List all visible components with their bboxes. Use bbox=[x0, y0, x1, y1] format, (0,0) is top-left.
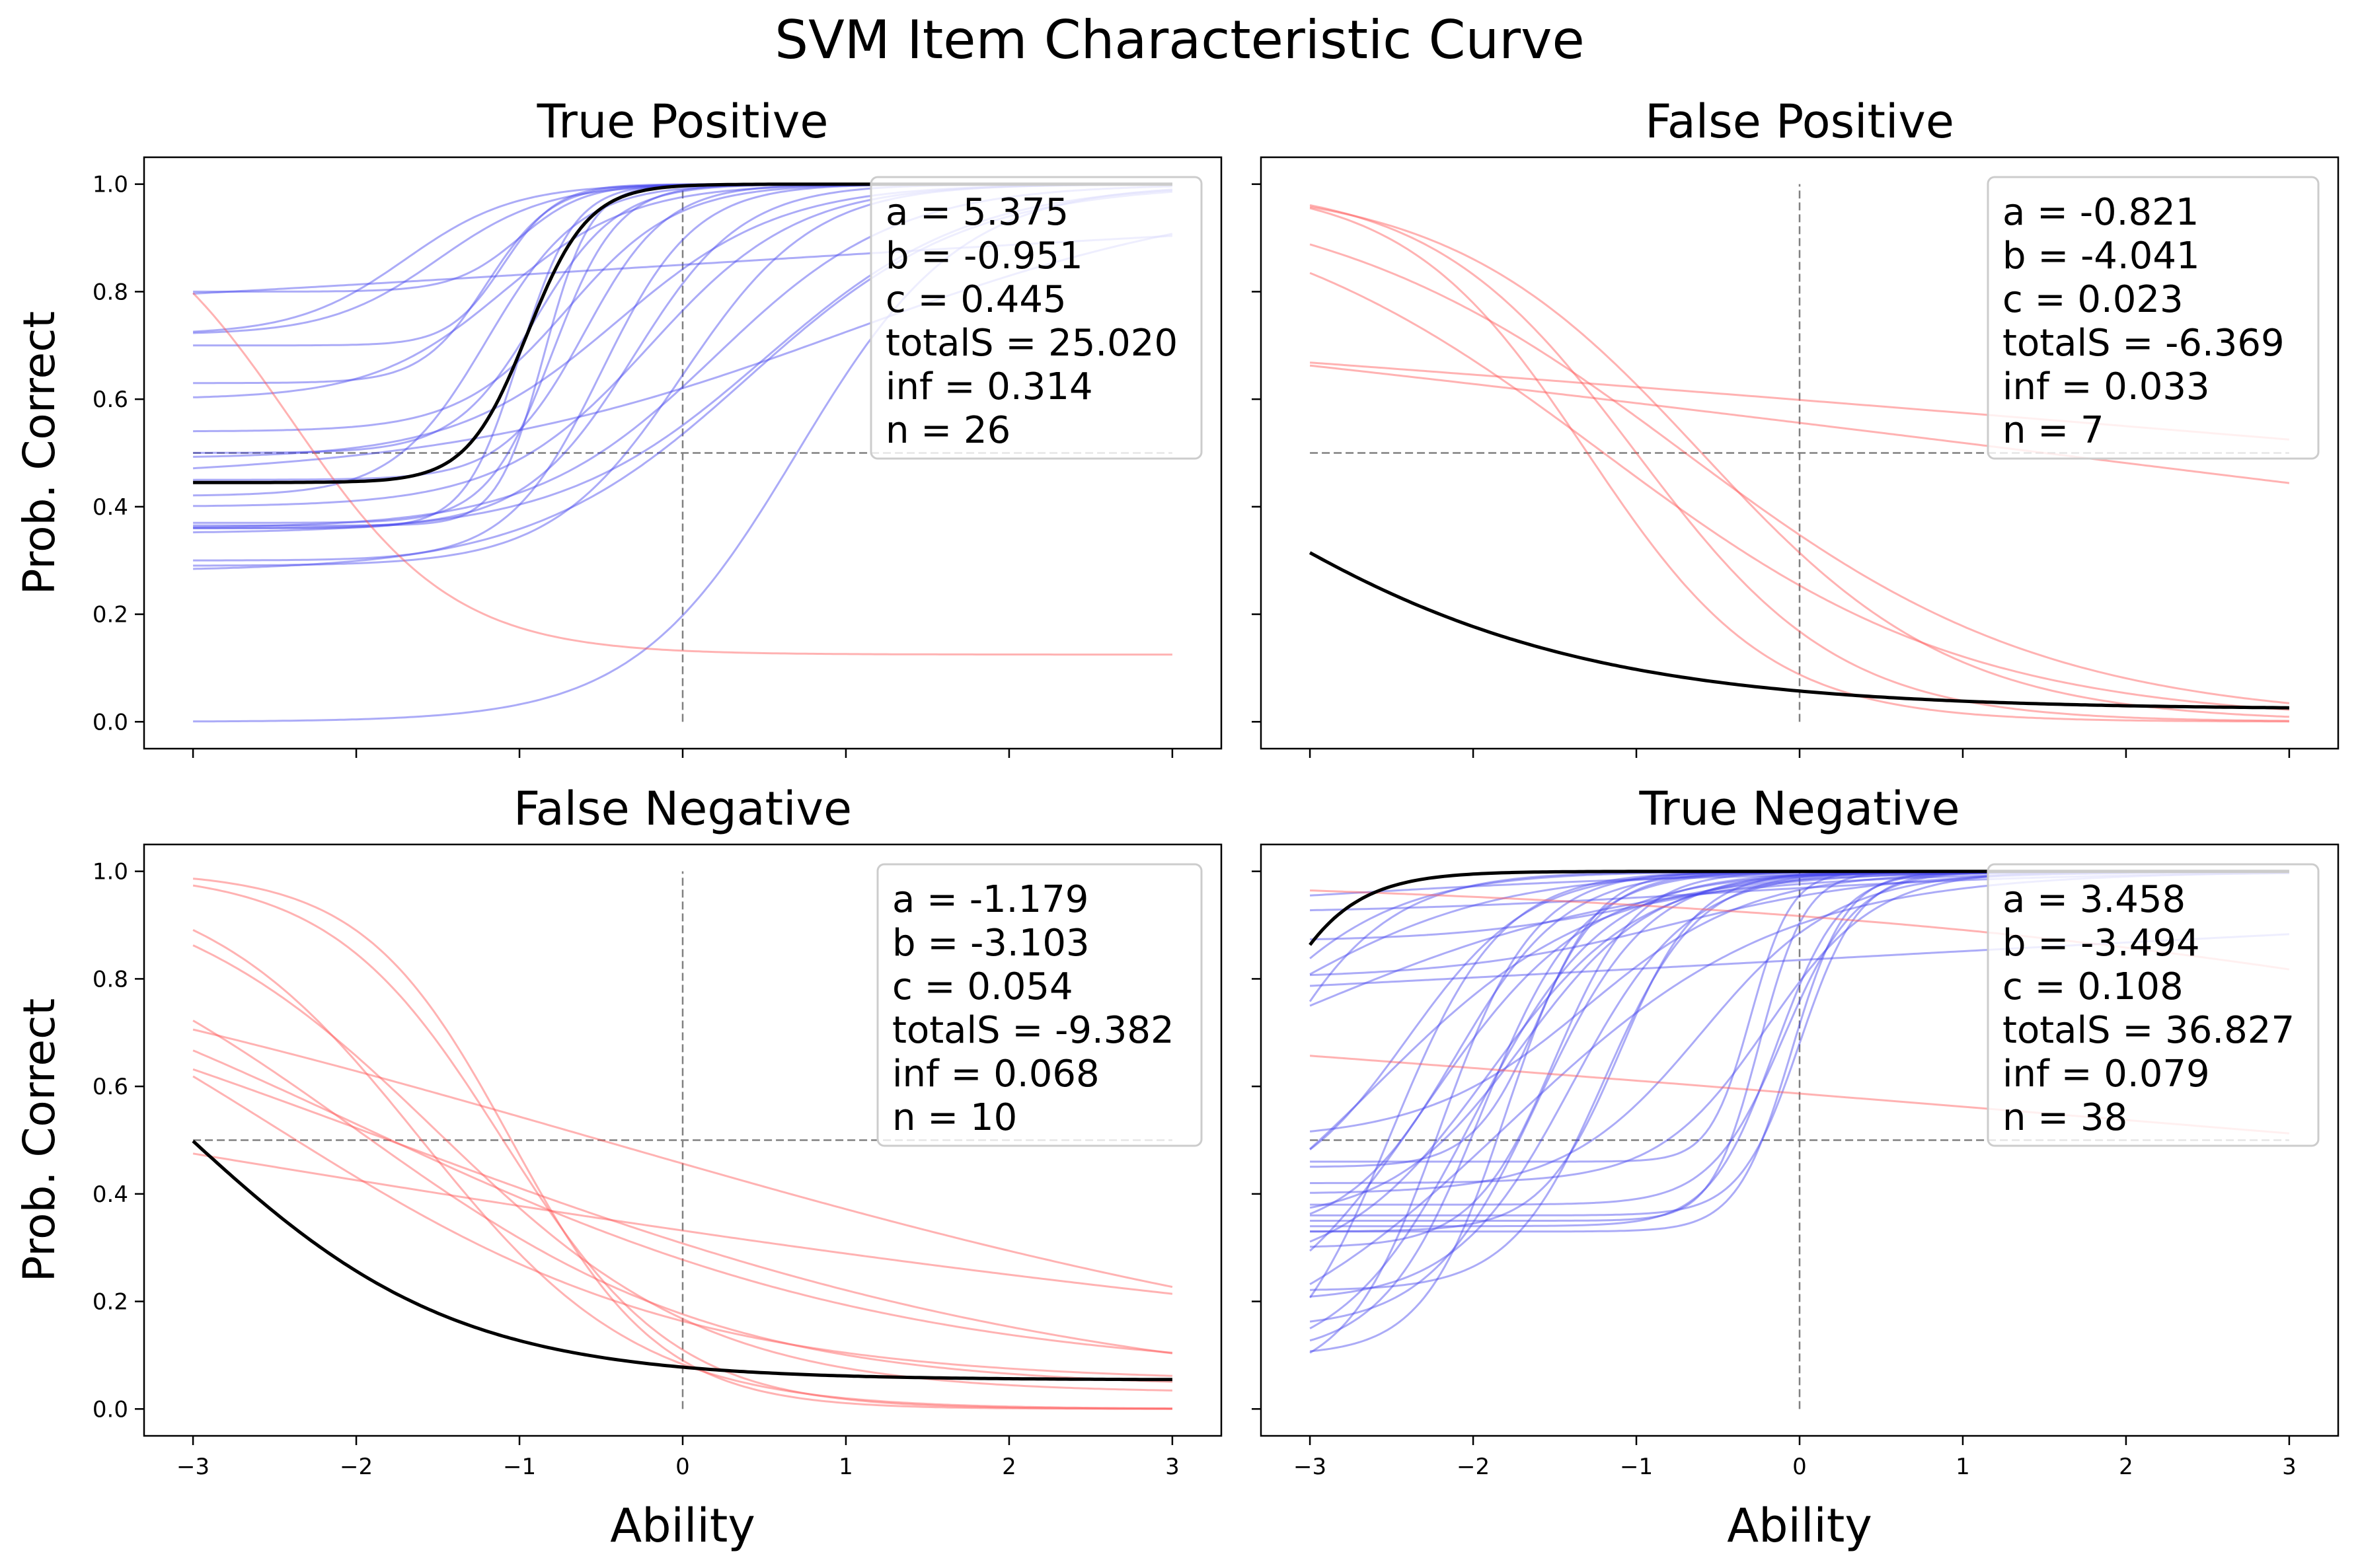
x-tick-label: 0 bbox=[675, 1454, 690, 1480]
mean-curve bbox=[192, 1140, 1172, 1382]
panel-false-negative: False Negative 0.0 0.2 0.4 0.6 0.8 1.0 −3 −2 −1 0 1… bbox=[14, 782, 1223, 1553]
y-tick-label: 0.0 bbox=[93, 1396, 128, 1423]
x-tick-label: 2 bbox=[2119, 1454, 2133, 1480]
x-tick-label: −3 bbox=[1293, 1454, 1326, 1480]
panel-true-negative: True Negative −3 −2 −1 0 1 2 3 Ability a = 3.458b… bbox=[1252, 782, 2340, 1553]
item-curve-5 bbox=[1309, 243, 2290, 704]
stats-box-frame bbox=[1987, 176, 2320, 460]
y-tick-label: 1.0 bbox=[93, 172, 128, 198]
item-curve-9 bbox=[192, 1028, 1173, 1288]
item-curve-4 bbox=[1309, 272, 2289, 711]
item-curve-2 bbox=[1309, 204, 2289, 722]
item-curve-1 bbox=[1309, 207, 2289, 723]
item-curve-7 bbox=[192, 1049, 1173, 1354]
stats-line: c = 0.108 bbox=[2002, 965, 2184, 1008]
item-curve-1 bbox=[192, 877, 1172, 1410]
panel-title: True Positive bbox=[537, 94, 829, 149]
stats-line: inf = 0.314 bbox=[886, 365, 1093, 408]
x-tick-label: 2 bbox=[1002, 1454, 1016, 1480]
item-curve-8 bbox=[192, 1068, 1173, 1355]
stats-box-frame bbox=[870, 176, 1203, 460]
x-tick-label: −1 bbox=[503, 1454, 536, 1480]
stats-line: b = -3.494 bbox=[2002, 922, 2200, 965]
panel-true-positive: True Positive 0.0 0.2 0.4 0.6 0.8 1.0 Prob. Cor… bbox=[14, 94, 1223, 758]
stats-line: totalS = -6.369 bbox=[2002, 322, 2285, 365]
y-tick-label: 0.0 bbox=[93, 709, 128, 735]
y-tick-label: 0.4 bbox=[93, 1181, 128, 1208]
panel-title: False Positive bbox=[1645, 94, 1954, 149]
item-curve-10 bbox=[192, 1152, 1173, 1295]
panel-title: True Negative bbox=[1638, 782, 1960, 836]
curves bbox=[192, 877, 1173, 1410]
item-curve-4 bbox=[192, 944, 1172, 1392]
y-tick-label: 0.6 bbox=[93, 1074, 128, 1100]
mean-curve bbox=[1309, 551, 2289, 710]
y-axis-label: Prob. Correct bbox=[14, 311, 65, 595]
item-curve-25 bbox=[192, 292, 1172, 656]
stats-line: c = 0.023 bbox=[2002, 278, 2184, 321]
curves bbox=[1309, 204, 2290, 723]
y-tick-label: 0.2 bbox=[93, 1289, 128, 1316]
item-curve-3 bbox=[192, 929, 1172, 1409]
item-curve-6 bbox=[1309, 364, 2290, 484]
stats-line: totalS = 36.827 bbox=[2002, 1009, 2295, 1052]
stats-line: b = -0.951 bbox=[886, 235, 1083, 278]
figure-title: SVM Item Characteristic Curve bbox=[775, 9, 1584, 71]
stats-line: a = 3.458 bbox=[2002, 878, 2186, 921]
stats-box-frame bbox=[876, 863, 1203, 1147]
stats-line: a = -0.821 bbox=[2002, 191, 2199, 234]
y-tick-label: 0.8 bbox=[93, 279, 128, 305]
stats-line: totalS = 25.020 bbox=[886, 322, 1178, 365]
x-tick-label: −1 bbox=[1620, 1454, 1653, 1480]
stats-box-frame bbox=[1987, 863, 2320, 1147]
x-axis-label: Ability bbox=[1727, 1499, 1872, 1553]
panel-title: False Negative bbox=[514, 782, 852, 836]
item-curve-3 bbox=[1309, 205, 2289, 718]
stats-line: n = 38 bbox=[2002, 1096, 2127, 1139]
x-axis-label: Ability bbox=[610, 1499, 755, 1553]
y-tick-label: 0.6 bbox=[93, 387, 128, 413]
x-tick-label: 1 bbox=[1956, 1454, 1970, 1480]
y-tick-label: 0.2 bbox=[93, 602, 128, 628]
stats-line: b = -3.103 bbox=[892, 922, 1090, 965]
x-tick-label: −3 bbox=[176, 1454, 209, 1480]
y-axis-label: Prob. Correct bbox=[14, 998, 65, 1282]
stats-line: inf = 0.068 bbox=[892, 1053, 1100, 1096]
x-tick-label: 1 bbox=[839, 1454, 853, 1480]
y-tick-label: 0.4 bbox=[93, 494, 128, 521]
x-tick-label: 0 bbox=[1792, 1454, 1807, 1480]
x-tick-label: 3 bbox=[1165, 1454, 1180, 1480]
stats-line: b = -4.041 bbox=[2002, 235, 2200, 278]
x-tick-label: −2 bbox=[1457, 1454, 1490, 1480]
stats-line: inf = 0.079 bbox=[2002, 1053, 2210, 1096]
stats-line: a = 5.375 bbox=[886, 191, 1069, 234]
item-curve-5 bbox=[192, 1020, 1172, 1383]
stats-line: a = -1.179 bbox=[892, 878, 1088, 921]
stats-line: n = 10 bbox=[892, 1096, 1017, 1139]
stats-line: n = 26 bbox=[886, 409, 1010, 452]
x-tick-label: 3 bbox=[2282, 1454, 2297, 1480]
item-curve-2 bbox=[192, 884, 1172, 1410]
stats-line: c = 0.445 bbox=[886, 278, 1067, 321]
stats-line: c = 0.054 bbox=[892, 965, 1073, 1008]
item-curve-6 bbox=[192, 1075, 1172, 1377]
x-tick-label: −2 bbox=[340, 1454, 373, 1480]
stats-line: n = 7 bbox=[2002, 409, 2104, 452]
stats-line: totalS = -9.382 bbox=[892, 1009, 1174, 1052]
y-tick-label: 1.0 bbox=[93, 859, 128, 885]
y-tick-label: 0.8 bbox=[93, 966, 128, 992]
stats-line: inf = 0.033 bbox=[2002, 365, 2210, 408]
